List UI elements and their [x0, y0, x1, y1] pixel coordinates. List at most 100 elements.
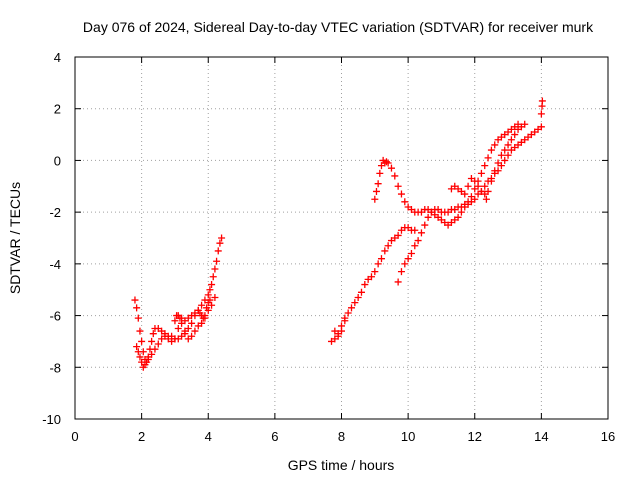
- data-point: [421, 221, 429, 229]
- y-tick-label: 2: [54, 102, 61, 117]
- data-point: [338, 327, 345, 335]
- y-axis-label: SDTVAR / TECUs: [7, 182, 23, 294]
- data-point: [521, 120, 529, 128]
- data-point: [407, 250, 415, 258]
- data-point: [361, 281, 369, 289]
- data-point: [344, 309, 352, 317]
- data-point: [394, 231, 402, 239]
- data-point: [188, 319, 196, 327]
- x-tick-label: 14: [534, 429, 548, 444]
- data-point: [471, 177, 479, 185]
- data-point: [404, 255, 412, 263]
- grid-lines: [75, 57, 608, 419]
- data-point: [208, 281, 216, 289]
- data-point: [371, 195, 379, 203]
- data-point: [209, 273, 217, 281]
- data-point: [174, 325, 182, 332]
- data-point: [484, 154, 492, 162]
- x-tick-label: 8: [338, 429, 345, 444]
- data-point: [357, 288, 365, 296]
- data-point: [171, 317, 179, 325]
- data-point: [461, 190, 469, 198]
- chart-title: Day 076 of 2024, Sidereal Day-to-day VTE…: [83, 19, 594, 35]
- data-point: [424, 213, 432, 221]
- data-point: [372, 187, 380, 195]
- x-tick-label: 2: [138, 429, 145, 444]
- data-point: [213, 257, 221, 265]
- data-point: [484, 187, 492, 195]
- data-point: [141, 361, 149, 369]
- data-point: [154, 340, 162, 348]
- data-point: [204, 291, 212, 299]
- data-point: [511, 131, 519, 139]
- data-point: [136, 353, 144, 361]
- data-point: [504, 151, 512, 159]
- data-point: [504, 141, 512, 149]
- data-point: [454, 213, 462, 221]
- data-point: [474, 182, 482, 190]
- data-point: [507, 136, 515, 144]
- data-point: [491, 167, 499, 175]
- data-point: [204, 306, 212, 314]
- data-point: [374, 260, 382, 268]
- x-tick-label: 16: [601, 429, 615, 444]
- data-point: [181, 327, 189, 335]
- data-point: [481, 182, 489, 190]
- data-point: [384, 242, 392, 250]
- data-point: [384, 159, 392, 167]
- data-point: [133, 304, 141, 312]
- data-point: [401, 260, 409, 268]
- data-point: [537, 110, 545, 118]
- x-tick-label: 4: [205, 429, 212, 444]
- data-point: [198, 319, 206, 327]
- data-point: [206, 296, 214, 304]
- data-point: [477, 169, 485, 177]
- data-point: [538, 97, 546, 105]
- y-axis: -10 -8 -6 -4 -2 0 2 4: [42, 50, 608, 427]
- data-point: [218, 234, 226, 242]
- data-point: [134, 348, 142, 356]
- data-point: [151, 345, 159, 353]
- data-point: [206, 286, 214, 294]
- data-point: [148, 337, 156, 345]
- data-point: [144, 356, 152, 364]
- data-point: [382, 158, 390, 166]
- x-tick-label: 12: [468, 429, 482, 444]
- y-tick-label: -4: [49, 257, 61, 272]
- data-point: [417, 229, 425, 237]
- data-point: [391, 172, 399, 180]
- data-point: [134, 314, 142, 322]
- data-point: [537, 123, 545, 131]
- data-point: [481, 162, 489, 170]
- x-tick-label: 10: [401, 429, 415, 444]
- data-point: [367, 273, 375, 281]
- data-point: [131, 296, 139, 304]
- data-point: [133, 343, 141, 351]
- y-tick-label: -2: [49, 205, 61, 220]
- data-point: [411, 242, 419, 250]
- data-point: [494, 159, 502, 167]
- data-point: [211, 265, 219, 273]
- data-point: [464, 182, 472, 190]
- y-tick-label: -6: [49, 309, 61, 324]
- data-point: [188, 332, 196, 340]
- data-point: [148, 350, 156, 358]
- data-point: [377, 255, 385, 263]
- data-point: [471, 195, 479, 203]
- data-point: [376, 169, 384, 177]
- data-point: [491, 141, 499, 149]
- data-point: [347, 304, 355, 312]
- data-point: [178, 314, 186, 322]
- data-point: [497, 151, 505, 159]
- data-points: [131, 97, 546, 371]
- data-point: [216, 239, 224, 247]
- data-point: [214, 247, 222, 255]
- data-point: [371, 268, 379, 276]
- y-tick-label: 4: [54, 50, 61, 65]
- x-tick-label: 6: [271, 429, 278, 444]
- data-point: [482, 195, 490, 203]
- data-point: [351, 299, 359, 307]
- data-point: [334, 332, 342, 340]
- data-point: [414, 237, 422, 245]
